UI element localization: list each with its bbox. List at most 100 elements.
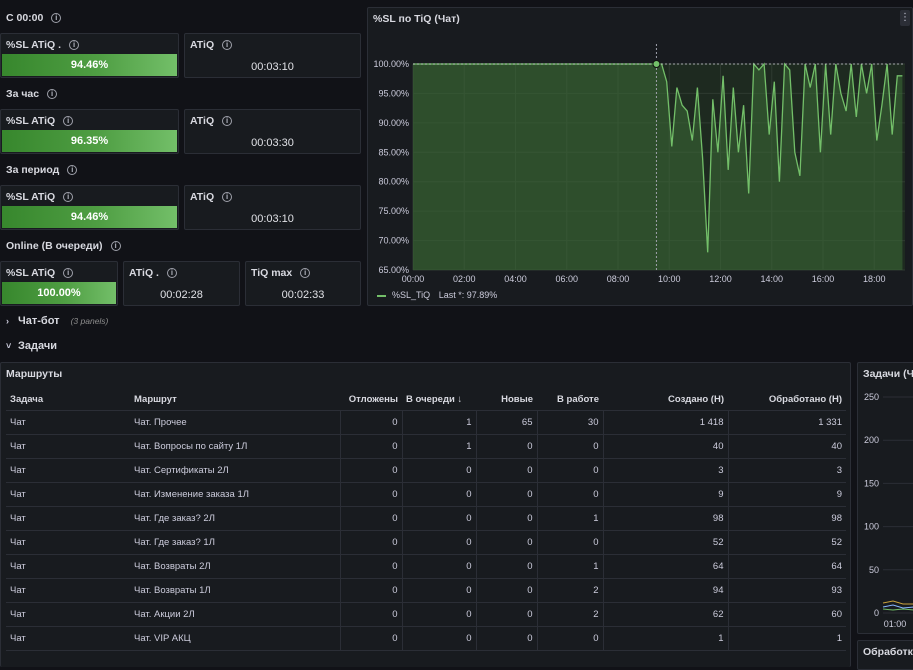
info-icon[interactable]: i: [63, 192, 74, 203]
table-cell: 0: [475, 578, 537, 603]
info-icon[interactable]: i: [69, 40, 80, 51]
info-icon[interactable]: i: [300, 268, 311, 279]
column-header[interactable]: Задача: [6, 389, 130, 411]
column-header[interactable]: В работе: [537, 389, 603, 411]
atiq-panel-online[interactable]: ATiQ . i 00:02:28: [123, 261, 240, 306]
y-tick-label: 75.00%: [378, 206, 409, 216]
column-header[interactable]: В очереди ↓: [402, 389, 476, 411]
x-tick-label: 04:00: [504, 274, 527, 284]
table-cell: Чат: [6, 506, 130, 531]
table-row[interactable]: Чат Чат. Где заказ? 1Л 0 0 0 0 52 52: [6, 530, 846, 555]
tasks-chart-canvas[interactable]: 250 200 150 100 50 0 01:00: [858, 363, 913, 635]
atiq-value: 00:03:10: [251, 61, 294, 73]
table-row[interactable]: Чат Чат. Где заказ? 2Л 0 0 0 1 98 98: [6, 506, 846, 531]
sort-desc-arrow-icon[interactable]: ↓: [454, 394, 463, 405]
table-cell: 1 418: [602, 410, 728, 435]
panel-title: Задачи (Ча: [863, 368, 913, 380]
table-cell: 98: [602, 506, 728, 531]
atiq-value: 00:03:10: [251, 213, 294, 225]
panel-title: ATiQ: [190, 39, 215, 51]
info-icon[interactable]: i: [51, 13, 62, 24]
kebab-menu-icon[interactable]: ⋮: [900, 10, 910, 26]
table-cell: Чат. Прочее: [130, 410, 340, 435]
table-cell: 0: [475, 506, 537, 531]
info-icon[interactable]: i: [63, 116, 74, 127]
table-row[interactable]: Чат Чат. Акции 2Л 0 0 0 2 62 60: [6, 602, 846, 627]
table-cell: 0: [401, 530, 476, 555]
panel-title: TiQ max: [251, 267, 293, 279]
tasks-chat-panel[interactable]: Задачи (Ча 250 200 150 100 50 0 01:00: [857, 362, 913, 634]
table-cell: 40: [602, 434, 728, 459]
panel-title: %SL ATiQ: [6, 115, 56, 127]
panel-title: Обработка: [863, 646, 913, 658]
sl-atiq-panel-since-midnight[interactable]: %SL ATiQ . i 94.46%: [0, 33, 179, 78]
row-tasks[interactable]: ˅ Задачи: [0, 336, 913, 356]
routes-table[interactable]: Задача Маршрут Отложены В очереди ↓ Новые В р…: [6, 389, 846, 651]
table-cell: 65: [475, 410, 537, 435]
table-cell: Чат. VIP АКЦ: [130, 626, 340, 651]
info-icon[interactable]: i: [63, 268, 74, 279]
info-icon[interactable]: i: [222, 192, 233, 203]
info-icon[interactable]: i: [47, 89, 58, 100]
sl-atiq-panel-last-hour[interactable]: %SL ATiQ i 96.35%: [0, 109, 179, 154]
chevron-down-icon: ˅: [6, 341, 12, 351]
table-cell: 0: [339, 434, 402, 459]
y-tick-label: 50: [869, 565, 879, 575]
info-icon[interactable]: i: [67, 165, 78, 176]
table-row[interactable]: Чат Чат. Изменение заказа 1Л 0 0 0 0 9 9: [6, 482, 846, 507]
column-header-label: Отложены: [348, 394, 398, 405]
atiq-panel-last-hour[interactable]: ATiQ i 00:03:30: [184, 109, 361, 154]
table-cell: 0: [339, 506, 402, 531]
x-tick-label: 00:00: [402, 274, 425, 284]
table-cell: 0: [475, 434, 537, 459]
info-icon[interactable]: i: [222, 116, 233, 127]
table-cell: 0: [536, 626, 603, 651]
table-cell: 0: [475, 602, 537, 627]
info-icon[interactable]: i: [110, 241, 121, 252]
info-icon[interactable]: i: [222, 40, 233, 51]
column-header[interactable]: Маршрут: [130, 389, 340, 411]
sl-atiq-panel-online[interactable]: %SL ATiQ i 100.00%: [0, 261, 118, 306]
legend-swatch: [377, 294, 386, 297]
column-header-label: В очереди: [406, 394, 455, 405]
table-row[interactable]: Чат Чат. Возвраты 1Л 0 0 0 2 94 93: [6, 578, 846, 603]
tiq-max-panel-online[interactable]: TiQ max i 00:02:33: [245, 261, 361, 306]
chart-legend[interactable]: %SL_TiQ Last *: 97.89%: [377, 290, 497, 300]
atiq-value: 00:03:30: [251, 137, 294, 149]
info-icon[interactable]: i: [166, 268, 177, 279]
atiq-panel-period[interactable]: ATiQ i 00:03:10: [184, 185, 361, 230]
chart-canvas[interactable]: 100.00% 95.00% 90.00% 85.00% 80.00% 75.00% 70.…: [368, 8, 913, 307]
processing-panel[interactable]: Обработка: [857, 640, 913, 670]
legend-last-value: Last *: 97.89%: [438, 290, 498, 300]
panel-title: ATiQ: [190, 191, 215, 203]
table-cell: 0: [536, 434, 603, 459]
sl-atiq-panel-period[interactable]: %SL ATiQ i 94.46%: [0, 185, 179, 230]
x-tick-label: 10:00: [658, 274, 681, 284]
table-row[interactable]: Чат Чат. Вопросы по сайту 1Л 0 1 0 0 40 40: [6, 434, 846, 459]
table-row[interactable]: Чат Чат. VIP АКЦ 0 0 0 0 1 1: [6, 626, 846, 651]
column-header-label: Задача: [10, 394, 44, 405]
table-cell: 9: [727, 482, 846, 507]
group-title-online: Online (В очереди) i: [6, 240, 121, 252]
table-cell: 1: [401, 434, 476, 459]
table-cell: 0: [401, 482, 476, 507]
table-row[interactable]: Чат Чат. Прочее 0 1 65 30 1 418 1 331: [6, 410, 846, 435]
table-row[interactable]: Чат Чат. Возвраты 2Л 0 0 0 1 64 64: [6, 554, 846, 579]
column-header[interactable]: Создано (Н): [603, 389, 728, 411]
x-tick-label: 01:00: [884, 619, 907, 629]
table-cell: Чат: [6, 578, 130, 603]
x-tick-label: 02:00: [453, 274, 476, 284]
sl-tiq-chart-panel[interactable]: %SL по TiQ (Чат) ⋮ 100.00% 95.00% 90.00% 85…: [367, 7, 913, 306]
row-chatbot[interactable]: › Чат-бот (3 panels): [0, 311, 913, 331]
column-header[interactable]: Новые: [476, 389, 537, 411]
column-header-label: Обработано (Н): [768, 394, 842, 405]
atiq-panel-since-midnight[interactable]: ATiQ i 00:03:10: [184, 33, 361, 78]
column-header-label: В работе: [557, 394, 599, 405]
table-row[interactable]: Чат Чат. Сертификаты 2Л 0 0 0 0 3 3: [6, 458, 846, 483]
routes-table-panel[interactable]: Маршруты Задача Маршрут Отложены В очереди …: [0, 362, 851, 667]
column-header[interactable]: Отложены: [340, 389, 402, 411]
table-cell: 52: [602, 530, 728, 555]
table-cell: 2: [536, 602, 603, 627]
column-header[interactable]: Обработано (Н): [728, 389, 846, 411]
table-cell: 1: [536, 554, 603, 579]
